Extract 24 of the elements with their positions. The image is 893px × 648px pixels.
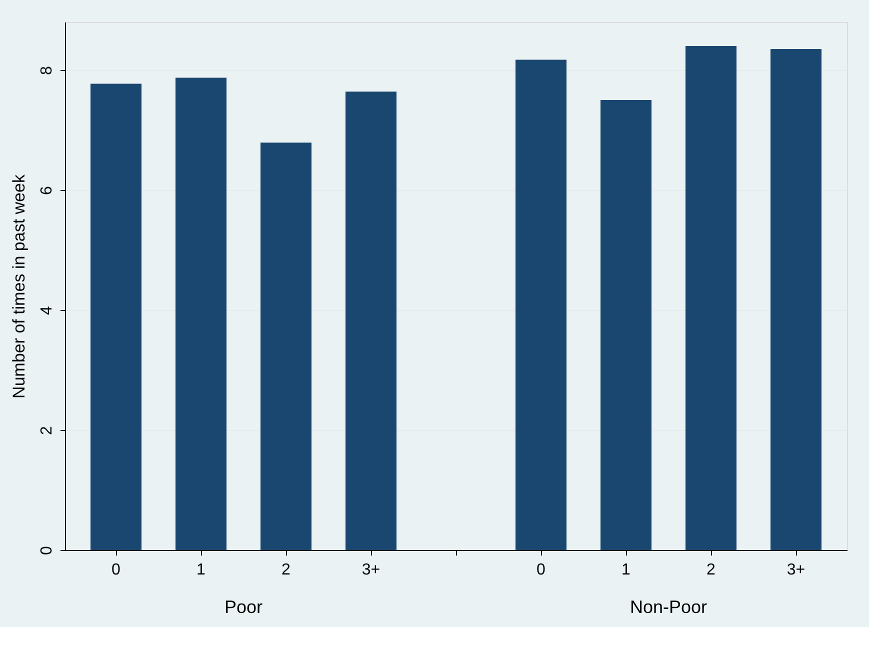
x-tick-label: 1 xyxy=(622,562,631,578)
y-tick-label: 4 xyxy=(38,306,56,315)
bar xyxy=(90,84,142,550)
x-tick-label: 0 xyxy=(536,562,546,578)
text: Non-Poor xyxy=(630,597,708,617)
x-tick-label: 2 xyxy=(706,562,716,578)
x-tick-label: 1 xyxy=(196,562,206,578)
x-tick-label: 3+ xyxy=(786,562,806,578)
bar xyxy=(770,49,822,550)
x-tick-label: 0 xyxy=(112,562,121,578)
y-tick-label: 8 xyxy=(38,66,56,75)
bar xyxy=(176,78,226,550)
y-tick-label: 6 xyxy=(38,186,56,195)
y-tick-label: 2 xyxy=(38,426,56,435)
bar xyxy=(686,46,736,550)
bar xyxy=(600,100,652,550)
text: Poor xyxy=(224,597,263,617)
x-tick-label: 3+ xyxy=(362,562,380,578)
y-axis-title: Number of times in past week xyxy=(10,174,28,398)
bar xyxy=(346,92,396,550)
y-tick-label: 0 xyxy=(38,546,56,555)
bar xyxy=(260,142,312,550)
bar xyxy=(516,60,566,550)
x-tick-label: 2 xyxy=(282,562,291,578)
